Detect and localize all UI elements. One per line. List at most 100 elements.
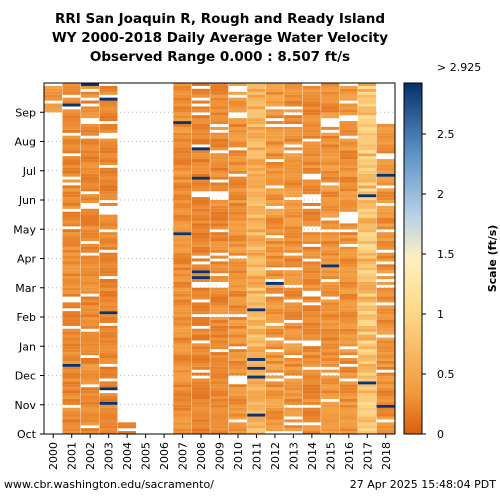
cell [284, 302, 303, 306]
cell [321, 273, 340, 277]
cell [302, 232, 321, 236]
cell [339, 121, 358, 125]
cell [358, 407, 377, 411]
cell [358, 103, 377, 107]
cell [358, 281, 377, 285]
cell [302, 384, 321, 388]
cell [358, 331, 377, 335]
cell [265, 419, 284, 423]
cell [339, 249, 358, 253]
cell [62, 150, 81, 154]
cell [191, 83, 210, 87]
cell [247, 317, 266, 321]
cell [247, 331, 266, 335]
cell [265, 355, 284, 359]
cell [228, 153, 247, 157]
cell [228, 264, 247, 268]
cell [358, 197, 377, 201]
cell [321, 387, 340, 391]
cell [321, 357, 340, 361]
x-tick-label-2018: 2018 [380, 442, 393, 470]
cell [358, 328, 377, 332]
cell [339, 267, 358, 271]
cell [80, 334, 100, 338]
velocity-heatmap: OctNovDecJanFebMarAprMayJunJulAugSep2000… [13, 61, 499, 470]
cell [99, 299, 118, 303]
cell [376, 366, 395, 370]
cell [247, 211, 266, 215]
cell [247, 322, 266, 326]
cell [265, 109, 284, 113]
cell [62, 243, 81, 247]
cell [358, 267, 377, 271]
cell [99, 194, 118, 198]
cell [339, 319, 358, 323]
cell [302, 182, 321, 186]
cell [302, 398, 321, 402]
colorbar-tick-label: 0 [437, 428, 444, 441]
cell [284, 305, 303, 309]
cell [284, 258, 303, 262]
cell [376, 170, 395, 174]
cell [247, 85, 266, 89]
cell [99, 258, 118, 262]
cell [99, 401, 118, 405]
cell [228, 276, 247, 280]
cell [265, 138, 284, 142]
cell [191, 372, 210, 376]
cell [191, 302, 210, 306]
cell [173, 167, 192, 171]
cell [376, 281, 395, 285]
cell [228, 132, 247, 136]
cell [284, 281, 303, 285]
cell [339, 194, 358, 198]
cell [191, 296, 210, 300]
cell [247, 161, 266, 165]
x-tick-label-2009: 2009 [214, 442, 227, 470]
cell [99, 85, 118, 89]
cell [228, 296, 247, 300]
cell [99, 355, 118, 359]
cell [228, 343, 247, 347]
cell [284, 173, 303, 177]
cell [339, 240, 358, 244]
cell [80, 249, 100, 253]
cell [173, 252, 192, 256]
cell [302, 211, 321, 215]
cell [210, 381, 229, 385]
x-tick-label-2005: 2005 [140, 442, 153, 470]
cell [62, 249, 81, 253]
cell [265, 276, 284, 280]
cell [228, 103, 247, 107]
cell [62, 141, 81, 145]
cell [62, 340, 81, 344]
cell [191, 349, 210, 353]
cell [358, 404, 377, 408]
cell [210, 243, 229, 247]
cell [321, 407, 340, 411]
cell [321, 276, 340, 280]
cell [247, 252, 266, 256]
cell [228, 214, 247, 218]
cell [99, 357, 118, 361]
cell [173, 352, 192, 356]
colorbar-tick-label: 1.5 [437, 248, 455, 261]
cell [265, 91, 284, 95]
cell [265, 249, 284, 253]
cell [210, 340, 229, 344]
cell [173, 322, 192, 326]
cell [358, 413, 377, 417]
cell [376, 293, 395, 297]
cell [191, 229, 210, 233]
cell [284, 185, 303, 189]
cell [302, 360, 321, 364]
cell [376, 147, 395, 151]
cell [265, 410, 284, 414]
cell [247, 167, 266, 171]
cell [80, 115, 100, 119]
cell [339, 401, 358, 405]
cell [117, 425, 136, 429]
cell [376, 179, 395, 183]
cell [173, 325, 192, 329]
cell [228, 293, 247, 297]
